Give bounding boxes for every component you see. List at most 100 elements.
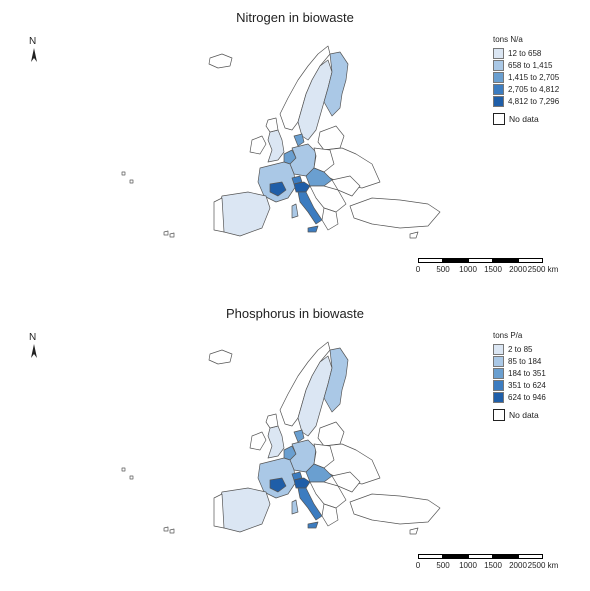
- switzerland-region: [291, 471, 303, 481]
- finland-region: [323, 51, 349, 117]
- legend-label-nodata: No data: [509, 410, 539, 420]
- greece-region: [321, 503, 339, 527]
- legend-label: 184 to 351: [508, 368, 546, 378]
- uk-region: [267, 129, 285, 163]
- legend-item: 184 to 351: [493, 367, 546, 379]
- legend-item: 85 to 184: [493, 355, 546, 367]
- legend-label: 2,705 to 4,812: [508, 84, 560, 94]
- scale-segment: [468, 258, 493, 263]
- legend-swatch: [493, 355, 504, 367]
- switzerland-region: [291, 175, 303, 185]
- denmark-region: [293, 429, 305, 443]
- legend-item: 2 to 85: [493, 343, 546, 355]
- legend-item: 2,705 to 4,812: [493, 83, 559, 95]
- legend-item: 1,415 to 2,705: [493, 71, 559, 83]
- legend-swatch: [493, 367, 504, 379]
- baltic-region: [317, 125, 345, 151]
- island-4: [129, 475, 134, 480]
- island-4: [129, 179, 134, 184]
- balkans-region: [309, 481, 347, 509]
- uk-north-region: [265, 413, 279, 429]
- legend-title: tons P/a: [493, 331, 523, 340]
- legend-swatch: [493, 47, 504, 59]
- island-1: [163, 526, 169, 532]
- iceland-region: [208, 349, 233, 365]
- scale-tick: 0: [415, 561, 421, 570]
- legend-label-nodata: No data: [509, 114, 539, 124]
- map-title: Nitrogen in biowaste: [236, 10, 354, 25]
- france-region: [257, 161, 297, 203]
- scale-segment: [443, 258, 468, 263]
- scale-tick: 2500 km: [527, 265, 559, 274]
- legend-label: 624 to 946: [508, 392, 546, 402]
- finland-region: [323, 347, 349, 413]
- island-2: [169, 232, 175, 238]
- legend-swatch: [493, 59, 504, 71]
- sweden-region: [297, 59, 333, 141]
- map-title: Phosphorus in biowaste: [225, 306, 365, 321]
- scale-tick: 1000: [459, 561, 477, 570]
- scale-tick: 1500: [484, 561, 502, 570]
- legend-label: 1,415 to 2,705: [508, 72, 560, 82]
- scale-tick: 2000: [509, 265, 527, 274]
- legend-swatch: [493, 71, 504, 83]
- europe-map: [121, 341, 441, 535]
- legend-swatch-nodata: [493, 113, 505, 125]
- iceland-region: [208, 53, 233, 69]
- scale-segment: [493, 554, 518, 559]
- scale-bar: 0 500 1000 1500 2000 2500 km: [415, 554, 558, 570]
- scale-segment: [518, 258, 543, 263]
- legend-title: tons N/a: [493, 35, 523, 44]
- legend-item: 658 to 1,415: [493, 59, 559, 71]
- north-arrow-icon: [31, 344, 37, 358]
- north-label: N: [29, 36, 37, 47]
- sicily-region: [307, 225, 319, 233]
- scale-segment: [493, 258, 518, 263]
- scale-tick: 2500 km: [527, 561, 559, 570]
- france-region: [257, 457, 297, 499]
- scale-bar: 0 500 1000 1500 2000 2500 km: [415, 258, 558, 274]
- legend-label: 2 to 85: [508, 344, 533, 354]
- scale-tick: 1000: [459, 265, 477, 274]
- island-2: [169, 528, 175, 534]
- scale-segment: [443, 554, 468, 559]
- sweden-region: [297, 355, 333, 437]
- legend-swatch: [493, 95, 504, 107]
- balkans-region: [309, 185, 347, 213]
- europe-map: [121, 45, 441, 239]
- ireland-region: [249, 135, 267, 155]
- legend-nodata: No data: [493, 409, 546, 421]
- north-arrow-icon: [31, 48, 37, 62]
- north-arrow: N: [29, 332, 43, 362]
- portugal-region: [213, 197, 225, 233]
- legend-nodata: No data: [493, 113, 559, 125]
- turkey-region: [349, 197, 441, 229]
- island-3: [121, 171, 126, 176]
- scale-segment: [418, 554, 443, 559]
- nitrogen-map-panel: Nitrogen in biowaste N: [0, 0, 590, 295]
- legend-label: 85 to 184: [508, 356, 542, 366]
- scale-tick: 1500: [484, 265, 502, 274]
- turkey-region: [349, 493, 441, 525]
- island-3: [121, 467, 126, 472]
- ireland-region: [249, 431, 267, 451]
- baltic-region: [317, 421, 345, 447]
- north-label: N: [29, 332, 37, 343]
- scale-segment: [418, 258, 443, 263]
- north-arrow: N: [29, 36, 43, 66]
- legend-label: 658 to 1,415: [508, 60, 553, 70]
- legend-label: 351 to 624: [508, 380, 546, 390]
- uk-north-region: [265, 117, 279, 133]
- cyprus-region: [409, 231, 419, 239]
- phosphorus-map-panel: Phosphorus in biowaste N: [0, 296, 590, 591]
- scale-tick: 500: [436, 265, 450, 274]
- france-south-region: [269, 181, 287, 197]
- sardinia-region: [291, 499, 299, 515]
- italy-region: [297, 487, 323, 521]
- romania-region: [331, 175, 361, 197]
- legend-swatch: [493, 83, 504, 95]
- sardinia-region: [291, 203, 299, 219]
- scale-tick: 0: [415, 265, 421, 274]
- legend-item: 12 to 658: [493, 47, 559, 59]
- legend-label: 12 to 658: [508, 48, 542, 58]
